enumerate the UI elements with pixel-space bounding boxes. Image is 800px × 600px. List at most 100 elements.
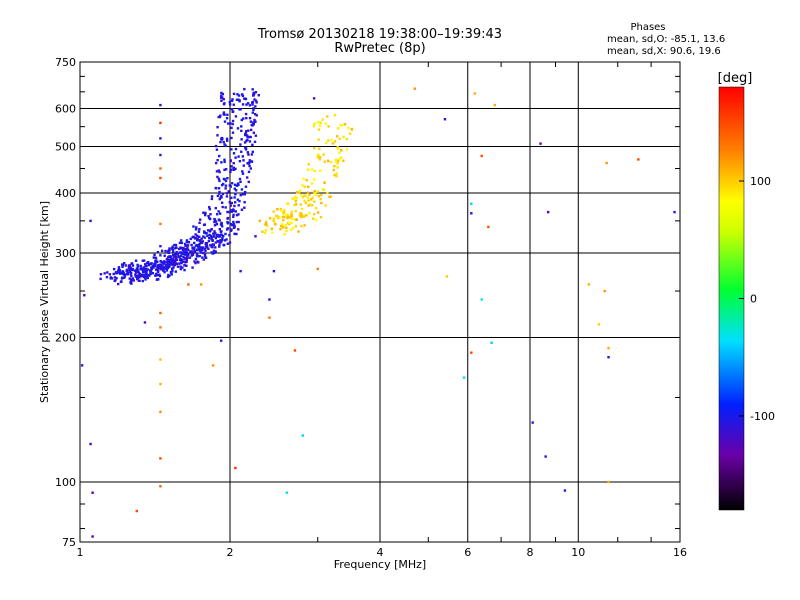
data-point: [231, 119, 235, 123]
data-point: [266, 224, 269, 228]
data-point: [168, 265, 171, 268]
data-point: [295, 218, 298, 222]
data-point: [174, 270, 177, 273]
data-point: [132, 279, 135, 282]
data-point: [319, 124, 322, 127]
data-point: [230, 108, 234, 111]
data-point: [324, 204, 327, 207]
data-point: [293, 197, 296, 201]
data-point: [203, 213, 207, 217]
stats-o-mode: mean, sd,O: -85.1, 13.6: [607, 34, 725, 45]
data-point: [294, 225, 298, 228]
data-point: [173, 243, 176, 247]
data-point: [214, 206, 217, 210]
data-point: [240, 125, 243, 128]
data-point: [217, 187, 221, 190]
data-point: [234, 115, 238, 118]
data-point: [200, 246, 203, 249]
data-point: [184, 253, 188, 256]
data-point: [336, 165, 339, 169]
data-point: [223, 120, 227, 123]
data-point: [240, 118, 243, 122]
data-point: [130, 279, 133, 282]
data-point: [131, 267, 134, 271]
data-point: [252, 108, 255, 112]
data-point: [219, 140, 222, 144]
data-point: [158, 273, 161, 276]
data-point: [151, 266, 154, 269]
data-point: [309, 203, 312, 206]
data-point: [232, 92, 236, 96]
data-point: [239, 193, 242, 197]
data-point: [237, 204, 240, 207]
data-point: [156, 265, 159, 269]
data-point: [185, 240, 189, 244]
data-point: [225, 195, 229, 198]
y-tick-label: 100: [55, 476, 76, 489]
data-point: [224, 187, 227, 190]
data-point: [236, 127, 240, 130]
data-point: [264, 222, 268, 226]
data-point: [176, 252, 179, 256]
data-point: [225, 117, 229, 120]
data-point: [152, 256, 155, 259]
data-point: [306, 196, 310, 199]
data-point: [249, 167, 253, 170]
data-point: [179, 267, 183, 271]
data-point: [271, 231, 274, 234]
data-point: [237, 213, 240, 216]
data-point: [216, 158, 219, 162]
data-point: [237, 220, 240, 224]
data-point: [183, 264, 186, 267]
data-point: [128, 264, 132, 267]
data-point: [237, 94, 241, 97]
data-point: [234, 156, 237, 159]
data-point: [178, 262, 181, 265]
data-point: [232, 222, 236, 226]
data-point: [218, 190, 221, 194]
data-point: [313, 178, 316, 181]
data-point: [195, 237, 198, 240]
data-point: [108, 273, 112, 276]
data-point: [232, 220, 235, 224]
data-point: [180, 239, 183, 242]
data-point: [248, 104, 252, 107]
data-point: [181, 260, 184, 263]
data-point: [316, 267, 319, 271]
data-point: [218, 170, 221, 174]
data-point: [326, 115, 329, 118]
data-point: [103, 272, 106, 275]
data-point: [300, 213, 303, 216]
stats-x-mode: mean, sd,X: 90.6, 19.6: [607, 46, 721, 57]
data-point: [141, 259, 144, 262]
data-point: [337, 147, 340, 151]
data-point: [171, 248, 175, 252]
data-point: [316, 211, 320, 214]
data-point: [126, 271, 130, 275]
data-point: [233, 183, 237, 187]
data-point: [329, 195, 333, 198]
data-point: [297, 191, 301, 194]
data-point: [597, 323, 601, 326]
data-point: [139, 265, 143, 268]
data-point: [156, 264, 160, 267]
data-point: [252, 107, 255, 110]
data-point: [229, 170, 232, 174]
data-point: [243, 141, 247, 144]
data-point: [306, 168, 310, 171]
data-point: [174, 257, 177, 260]
data-point: [234, 193, 237, 196]
data-point: [226, 227, 230, 230]
data-point: [151, 271, 155, 275]
data-point: [487, 225, 490, 229]
data-point: [175, 262, 179, 266]
data-point: [546, 210, 550, 214]
data-point: [214, 220, 218, 223]
data-point: [221, 205, 224, 209]
data-point: [282, 225, 285, 229]
data-point: [89, 219, 92, 223]
data-point: [304, 213, 308, 217]
data-point: [169, 255, 172, 258]
data-point: [232, 166, 235, 170]
